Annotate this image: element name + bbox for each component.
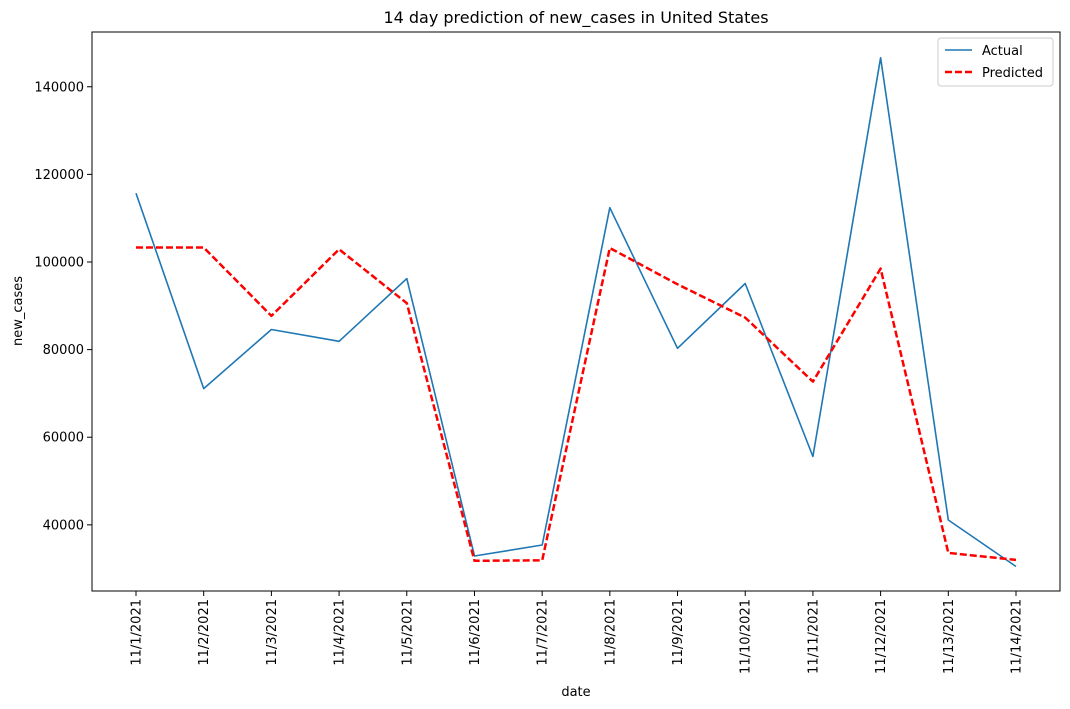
series-line-predicted: [136, 246, 1017, 563]
x-axis-label: date: [561, 685, 590, 700]
x-tick-label: 11/7/2021: [536, 599, 551, 666]
x-tick-label: 11/11/2021: [806, 599, 821, 674]
x-axis: 11/1/2021 11/2/2021 11/3/2021 11/4/2021 11/5…: [130, 591, 1025, 674]
series-layer: [135, 56, 1017, 568]
legend-label-predicted: Predicted: [982, 66, 1043, 81]
x-tick-label: 11/12/2021: [874, 599, 889, 674]
x-tick-label: 11/13/2021: [942, 599, 957, 674]
y-tick-label: 140000: [34, 80, 84, 95]
x-tick-label: 11/9/2021: [671, 599, 686, 666]
y-tick-label: 120000: [34, 168, 84, 183]
x-tick-label: 11/8/2021: [603, 599, 618, 666]
legend-label-actual: Actual: [982, 44, 1023, 59]
y-axis: 40000 60000 80000 100000 120000 140000: [34, 80, 92, 533]
x-tick-label: 11/3/2021: [265, 599, 280, 666]
y-tick-label: 60000: [43, 431, 84, 446]
y-tick-label: 100000: [34, 255, 84, 270]
x-tick-label: 11/5/2021: [400, 599, 415, 666]
y-tick-label: 40000: [43, 518, 84, 533]
plot-frame: [91, 31, 1061, 592]
x-tick-label: 11/4/2021: [333, 599, 348, 666]
x-tick-label: 11/10/2021: [739, 599, 754, 674]
y-tick-label: 80000: [43, 343, 84, 358]
x-tick-label: 11/14/2021: [1010, 599, 1025, 674]
y-axis-label: new_cases: [11, 276, 26, 346]
x-tick-label: 11/2/2021: [197, 599, 212, 666]
series-line-actual: [135, 56, 1017, 568]
plot-area: [91, 31, 1061, 592]
x-tick-label: 11/6/2021: [468, 599, 483, 666]
chart-title: 14 day prediction of new_cases in United…: [383, 8, 768, 28]
legend: Actual Predicted: [937, 37, 1054, 87]
x-tick-label: 11/1/2021: [130, 599, 145, 666]
